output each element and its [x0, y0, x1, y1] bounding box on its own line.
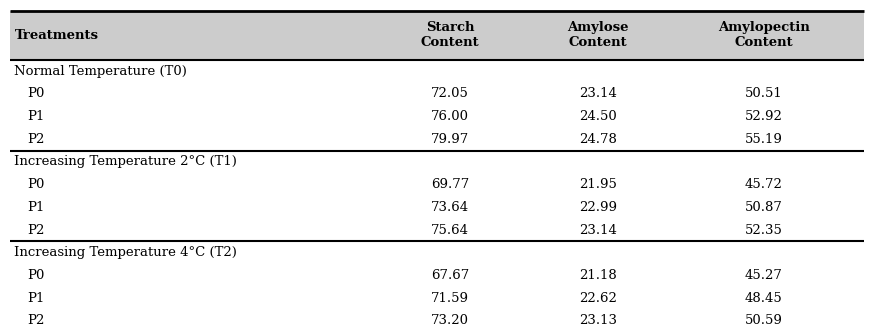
Text: P0: P0: [27, 178, 45, 191]
Text: P2: P2: [27, 133, 45, 146]
Text: Normal Temperature (T0): Normal Temperature (T0): [15, 65, 187, 78]
Text: P2: P2: [27, 224, 45, 236]
Text: 67.67: 67.67: [431, 269, 469, 282]
Text: 73.64: 73.64: [431, 201, 469, 214]
Text: 22.62: 22.62: [579, 292, 617, 305]
Text: 52.92: 52.92: [745, 110, 782, 123]
Text: Treatments: Treatments: [15, 29, 99, 42]
Bar: [10, 11, 864, 60]
Text: P1: P1: [27, 292, 45, 305]
Text: P2: P2: [27, 315, 45, 327]
Text: Starch
Content: Starch Content: [420, 21, 479, 49]
Text: 50.51: 50.51: [745, 87, 782, 100]
Text: 23.14: 23.14: [579, 87, 617, 100]
Text: 45.27: 45.27: [745, 269, 782, 282]
Text: 21.18: 21.18: [579, 269, 617, 282]
Text: Amylopectin
Content: Amylopectin Content: [718, 21, 809, 49]
Text: P0: P0: [27, 269, 45, 282]
Text: 72.05: 72.05: [431, 87, 469, 100]
Text: 69.77: 69.77: [431, 178, 469, 191]
Text: 48.45: 48.45: [745, 292, 782, 305]
Text: 22.99: 22.99: [579, 201, 617, 214]
Text: P0: P0: [27, 87, 45, 100]
Text: 21.95: 21.95: [579, 178, 617, 191]
Text: 55.19: 55.19: [745, 133, 782, 146]
Text: P1: P1: [27, 201, 45, 214]
Text: P1: P1: [27, 110, 45, 123]
Text: 23.14: 23.14: [579, 224, 617, 236]
Text: 73.20: 73.20: [431, 315, 469, 327]
Text: 52.35: 52.35: [745, 224, 782, 236]
Text: 76.00: 76.00: [431, 110, 469, 123]
Text: Increasing Temperature 2°C (T1): Increasing Temperature 2°C (T1): [15, 155, 238, 169]
Text: 75.64: 75.64: [431, 224, 469, 236]
Text: Amylose
Content: Amylose Content: [567, 21, 629, 49]
Text: 45.72: 45.72: [745, 178, 782, 191]
Text: 50.87: 50.87: [745, 201, 782, 214]
Text: Increasing Temperature 4°C (T2): Increasing Temperature 4°C (T2): [15, 246, 238, 259]
Text: 71.59: 71.59: [431, 292, 469, 305]
Text: 24.78: 24.78: [579, 133, 617, 146]
Text: 23.13: 23.13: [579, 315, 617, 327]
Text: 50.59: 50.59: [745, 315, 782, 327]
Text: 79.97: 79.97: [431, 133, 469, 146]
Text: 24.50: 24.50: [579, 110, 617, 123]
